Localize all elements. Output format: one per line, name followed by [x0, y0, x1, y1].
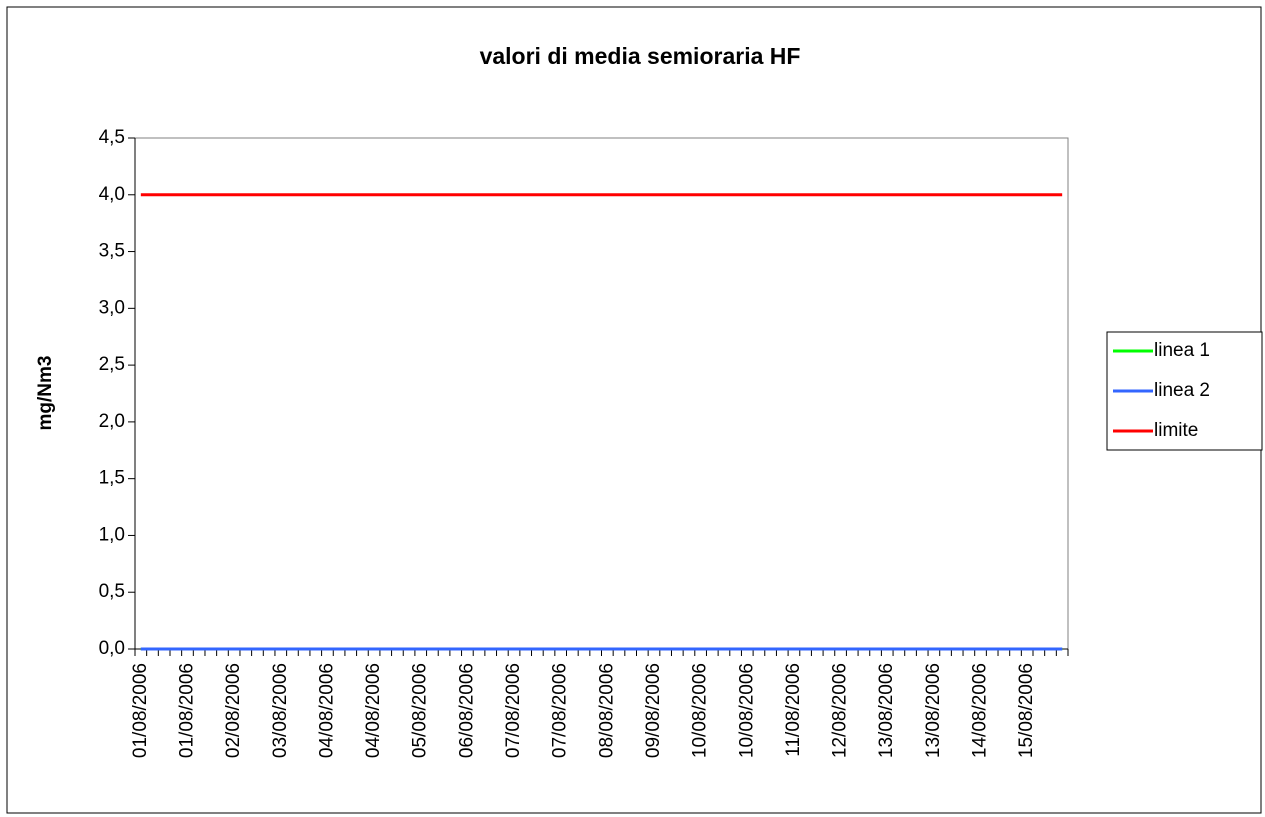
y-tick-label: 3,0	[99, 297, 125, 318]
chart-title: valori di media semioraria HF	[480, 43, 801, 69]
x-tick-label: 08/08/2006	[596, 663, 617, 758]
y-tick-label: 2,0	[99, 411, 125, 432]
y-axis-label: mg/Nm3	[35, 356, 56, 431]
x-tick-label: 10/08/2006	[736, 663, 757, 758]
x-tick-label: 01/08/2006	[176, 663, 197, 758]
x-tick-label: 13/08/2006	[876, 663, 897, 758]
x-tick-label: 09/08/2006	[643, 663, 664, 758]
y-tick-label: 1,0	[99, 524, 125, 545]
y-tick-label: 1,5	[99, 468, 125, 489]
x-tick-label: 04/08/2006	[316, 663, 337, 758]
x-tick-label: 14/08/2006	[970, 663, 991, 758]
x-tick-label: 10/08/2006	[690, 663, 711, 758]
y-tick-label: 4,0	[99, 184, 125, 205]
x-tick-label: 07/08/2006	[550, 663, 571, 758]
x-tick-label: 15/08/2006	[1016, 663, 1037, 758]
y-tick-label: 0,5	[99, 581, 125, 602]
legend-label: linea 2	[1154, 380, 1210, 401]
x-tick-label: 04/08/2006	[363, 663, 384, 758]
x-tick-label: 06/08/2006	[456, 663, 477, 758]
x-tick-label: 13/08/2006	[923, 663, 944, 758]
x-tick-label: 03/08/2006	[270, 663, 291, 758]
x-tick-label: 12/08/2006	[830, 663, 851, 758]
legend-label: linea 1	[1154, 340, 1210, 361]
y-tick-label: 4,5	[99, 127, 125, 148]
chart-border	[6, 6, 1262, 814]
y-tick-label: 2,5	[99, 354, 125, 375]
x-tick-label: 07/08/2006	[503, 663, 524, 758]
x-tick-label: 05/08/2006	[410, 663, 431, 758]
x-tick-label: 11/08/2006	[783, 663, 804, 757]
legend-label: limite	[1154, 420, 1198, 441]
y-tick-label: 0,0	[99, 638, 125, 659]
y-tick-label: 3,5	[99, 241, 125, 262]
x-tick-label: 01/08/2006	[130, 663, 151, 758]
x-tick-label: 02/08/2006	[223, 663, 244, 758]
